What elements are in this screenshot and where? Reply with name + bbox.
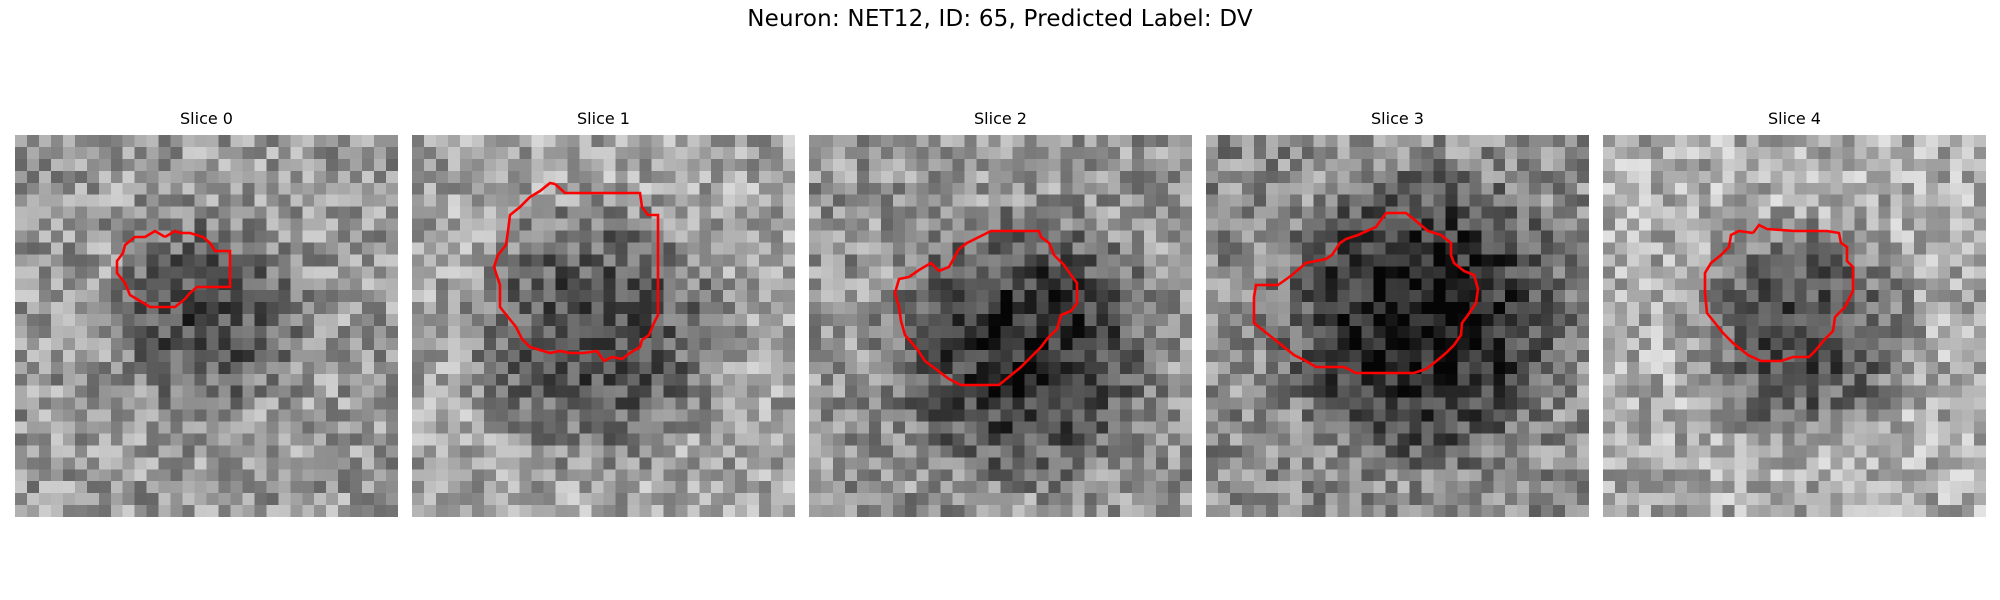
slice-panel-4: Slice 4 <box>1603 109 1986 517</box>
slice-title-2: Slice 2 <box>974 109 1027 128</box>
neuron-contour-0 <box>115 229 232 309</box>
slice-image-4 <box>1603 135 1986 517</box>
slice-panel-0: Slice 0 <box>15 109 398 517</box>
slice-image-1 <box>412 135 795 517</box>
slice-title-0: Slice 0 <box>180 109 233 128</box>
neuron-contour-2 <box>893 229 1079 387</box>
slice-title-1: Slice 1 <box>577 109 630 128</box>
slice-image-3 <box>1206 135 1589 517</box>
neuron-contour-3 <box>1252 211 1480 375</box>
figure-title: Neuron: NET12, ID: 65, Predicted Label: … <box>747 6 1253 32</box>
slice-image-0 <box>15 135 398 517</box>
slice-title-3: Slice 3 <box>1371 109 1424 128</box>
neuron-contour-1 <box>492 181 660 363</box>
slice-title-4: Slice 4 <box>1768 109 1821 128</box>
slice-panel-3: Slice 3 <box>1206 109 1589 517</box>
slice-panel-1: Slice 1 <box>412 109 795 517</box>
slice-image-2 <box>809 135 1192 517</box>
neuron-contour-4 <box>1703 223 1855 363</box>
slice-panel-2: Slice 2 <box>809 109 1192 517</box>
